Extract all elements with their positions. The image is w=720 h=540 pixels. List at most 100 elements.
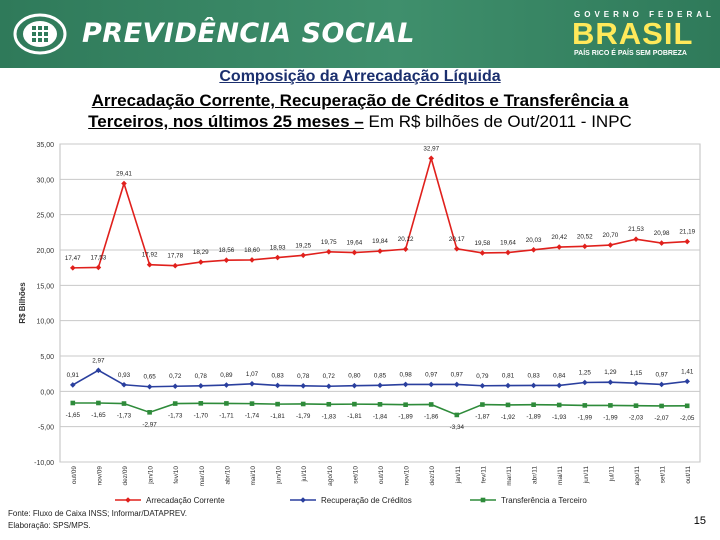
data-point [454, 381, 460, 388]
data-label: 0,83 [527, 372, 540, 379]
data-point [249, 380, 255, 387]
subtitle-line-3-bold: Terceiros, nos últimos 25 meses – [88, 112, 364, 131]
data-point [95, 264, 102, 271]
legend-label: Recuperação de Créditos [321, 496, 412, 505]
data-label: 0,81 [502, 373, 515, 380]
data-point [582, 379, 588, 386]
x-tick-label: dez/10 [429, 466, 436, 486]
x-tick-label: jan/10 [148, 466, 155, 485]
y-tick-label: -10,00 [34, 460, 54, 467]
governo-federal-logo: GOVERNO FEDERAL BRASIL PAÍS RICO É PAÍS … [566, 10, 712, 62]
data-label: -1,65 [91, 412, 106, 419]
data-point [70, 382, 76, 388]
chart-subtitle: Arrecadação Corrente, Recuperação de Cré… [0, 90, 720, 132]
data-point [95, 367, 102, 374]
brand-title: PREVIDÊNCIA SOCIAL [82, 18, 415, 49]
data-point [428, 155, 434, 162]
data-point [351, 249, 358, 256]
data-label: 32,97 [423, 145, 439, 152]
gov-slogan-text: PAÍS RICO É PAÍS SEM POBREZA [574, 50, 687, 57]
data-point [249, 401, 255, 406]
data-label: 20,52 [577, 233, 593, 240]
data-label: 19,25 [295, 242, 311, 249]
data-label: 0,98 [399, 371, 412, 378]
data-point [274, 382, 281, 389]
y-tick-label: 10,00 [36, 319, 54, 326]
x-tick-label: mai/11 [557, 466, 564, 485]
x-tick-label: ago/10 [327, 466, 334, 486]
x-tick-label: fev/11 [480, 466, 487, 484]
data-label: 19,64 [347, 240, 363, 247]
data-point [326, 383, 332, 390]
data-label: 0,79 [476, 373, 489, 380]
data-point [223, 382, 230, 388]
legend-marker [480, 497, 486, 503]
data-label: 18,56 [219, 247, 235, 254]
data-point [326, 248, 332, 255]
data-label: 18,60 [244, 247, 260, 254]
data-label: -1,70 [194, 412, 209, 419]
data-point [454, 412, 460, 418]
data-label: 1,07 [246, 371, 259, 378]
data-label: -1,99 [578, 414, 593, 421]
y-tick-label: 0,00 [40, 389, 54, 396]
legend-marker [300, 497, 306, 503]
x-tick-label: out/09 [71, 466, 78, 484]
data-point [505, 382, 511, 389]
data-label: -2,97 [142, 421, 157, 428]
data-point [275, 401, 280, 407]
data-point [274, 254, 281, 261]
data-label: 0,83 [271, 372, 284, 379]
y-tick-label: 30,00 [36, 177, 54, 184]
data-label: 20,12 [398, 236, 414, 243]
data-label: 1,41 [681, 368, 694, 375]
data-label: 1,15 [630, 370, 643, 377]
data-label: -1,73 [117, 413, 132, 420]
data-point [326, 401, 332, 407]
data-point [505, 402, 511, 408]
data-label: 0,85 [374, 372, 387, 379]
data-point [147, 410, 152, 415]
x-tick-label: jul/10 [301, 466, 308, 483]
data-label: 0,97 [655, 371, 668, 378]
data-label: 0,97 [451, 371, 464, 378]
x-tick-label: out/11 [685, 466, 692, 484]
data-point [198, 383, 204, 389]
source-text: Fonte: Fluxo de Caixa INSS; Informar/DAT… [8, 509, 188, 518]
data-point [556, 244, 562, 250]
data-label: 17,78 [167, 253, 183, 260]
data-point [530, 246, 537, 253]
x-tick-label: jan/11 [455, 466, 462, 485]
data-point [479, 382, 486, 389]
x-tick-label: jul/11 [608, 466, 615, 482]
data-point [556, 382, 562, 389]
y-tick-label: 5,00 [40, 354, 54, 361]
data-label: 29,41 [116, 171, 132, 178]
x-tick-label: ago/11 [634, 466, 641, 486]
data-label: 0,84 [553, 372, 566, 379]
gov-top-text: GOVERNO FEDERAL [574, 10, 715, 19]
x-tick-label: abr/10 [224, 466, 231, 485]
data-point [300, 401, 306, 407]
subtitle-line-2: Arrecadação Corrente, Recuperação de Cré… [91, 91, 629, 110]
gov-country-text: BRASIL [572, 16, 694, 51]
legend-marker [125, 497, 131, 503]
data-label: 0,97 [425, 371, 438, 378]
data-label: 21,53 [628, 226, 644, 233]
header-band: PREVIDÊNCIA SOCIAL GOVERNO FEDERAL BRASI… [0, 0, 720, 68]
data-point [96, 400, 101, 406]
data-point [531, 402, 536, 407]
data-point [608, 403, 613, 408]
data-label: 17,47 [65, 255, 81, 262]
data-point [556, 402, 562, 408]
data-label: 20,17 [449, 236, 465, 243]
data-label: 0,78 [195, 373, 208, 380]
data-label: -1,93 [552, 414, 567, 421]
data-label: 0,72 [323, 373, 336, 380]
footer-source: Fonte: Fluxo de Caixa INSS; Informar/DAT… [8, 508, 187, 532]
legend-label: Transferência a Terceiro [501, 496, 587, 505]
data-label: 18,29 [193, 249, 209, 256]
data-point [121, 401, 127, 406]
data-label: -1,89 [398, 414, 413, 421]
data-label: 2,97 [92, 357, 105, 364]
